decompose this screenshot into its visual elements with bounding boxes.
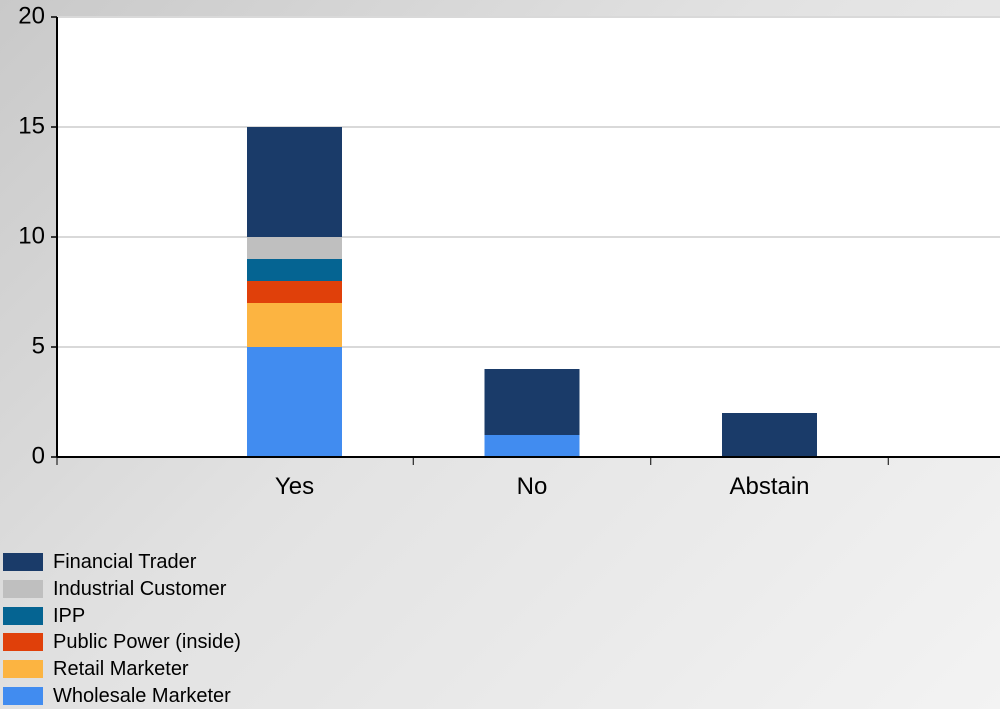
legend-label: Industrial Customer xyxy=(53,578,227,601)
x-tick-label: No xyxy=(517,473,548,500)
bar-segment-no-financial-trader xyxy=(484,369,580,435)
legend-item: IPP xyxy=(3,602,241,629)
legend-swatch xyxy=(3,633,43,652)
x-tick-label: Abstain xyxy=(729,473,809,500)
stacked-bar-chart: 0 5 10 15 20 Yes No Abstain xyxy=(18,2,1000,500)
legend-item: Public Power (inside) xyxy=(3,629,241,656)
y-tick-label: 15 xyxy=(18,112,45,139)
legend: Financial Trader Industrial Customer IPP Pu… xyxy=(3,549,241,709)
gridlines xyxy=(57,16,1000,348)
legend-swatch xyxy=(3,606,43,625)
y-tick-label: 10 xyxy=(18,222,45,249)
legend-label: Financial Trader xyxy=(53,551,197,574)
bar-segment-yes-retail-marketer xyxy=(247,303,342,347)
bars xyxy=(247,127,817,457)
bar-segment-abstain-financial-trader xyxy=(722,413,817,457)
legend-label: Retail Marketer xyxy=(53,658,189,681)
legend-item: Wholesale Marketer xyxy=(3,682,241,709)
legend-label: Public Power (inside) xyxy=(53,631,241,654)
bar-segment-yes-industrial-customer xyxy=(247,237,342,259)
legend-swatch xyxy=(3,686,43,705)
legend-label: Wholesale Marketer xyxy=(53,684,231,707)
legend-item: Financial Trader xyxy=(3,549,241,576)
legend-item: Retail Marketer xyxy=(3,656,241,683)
bar-segment-yes-financial-trader xyxy=(247,127,342,237)
bar-segment-no-wholesale-marketer xyxy=(484,435,580,457)
x-tick-label: Yes xyxy=(275,473,314,500)
x-axis-ticks: Yes No Abstain xyxy=(56,457,889,500)
bar-segment-yes-wholesale-marketer xyxy=(247,347,342,457)
y-tick-label: 5 xyxy=(32,332,45,359)
legend-swatch xyxy=(3,580,43,599)
legend-swatch xyxy=(3,660,43,679)
y-axis-ticks: 0 5 10 15 20 xyxy=(18,2,57,469)
y-tick-label: 20 xyxy=(18,2,45,29)
legend-item: Industrial Customer xyxy=(3,576,241,603)
bar-segment-yes-public-power-inside xyxy=(247,281,342,303)
bar-segment-yes-ipp xyxy=(247,259,342,281)
legend-swatch xyxy=(3,553,43,572)
legend-label: IPP xyxy=(53,604,86,627)
y-tick-label: 0 xyxy=(32,442,45,469)
